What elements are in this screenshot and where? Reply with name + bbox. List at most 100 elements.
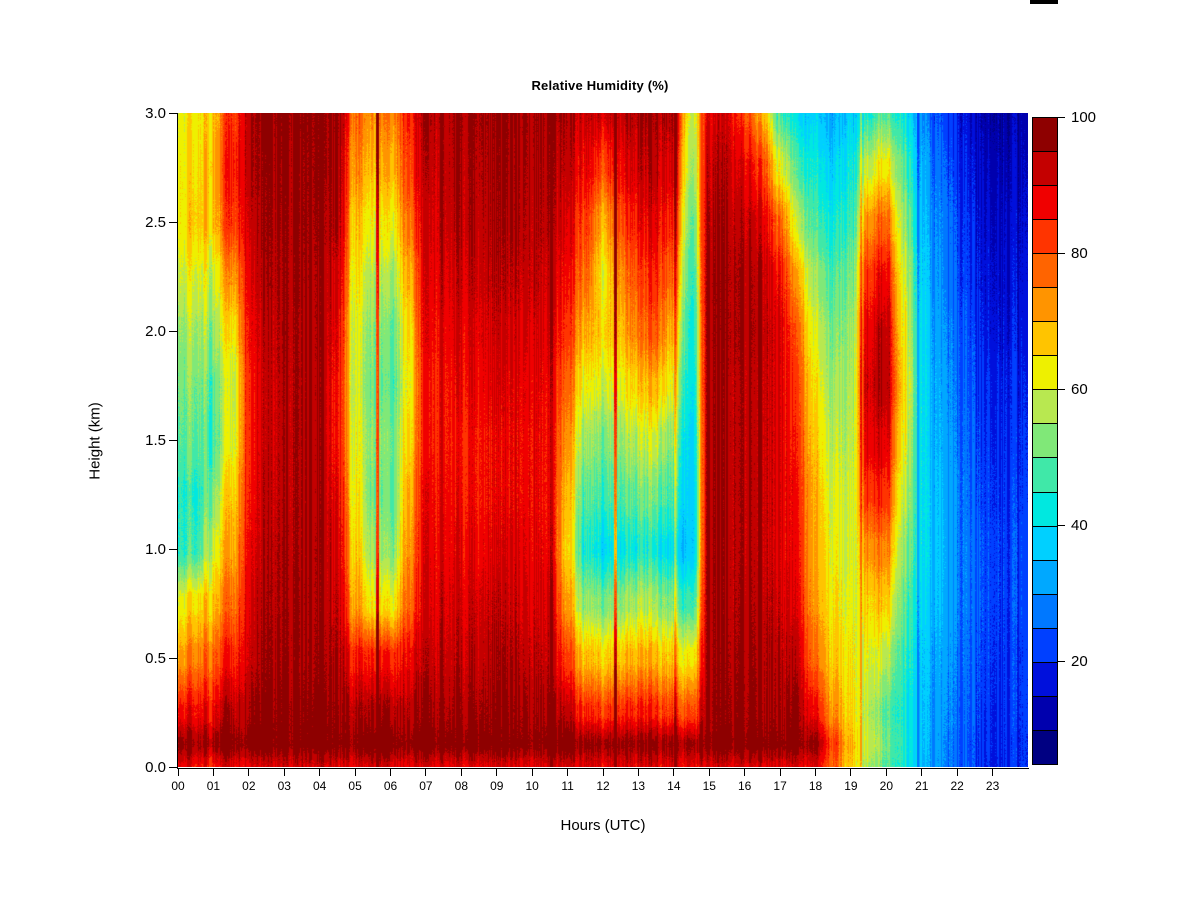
- y-tick-label: 2.0: [145, 323, 166, 340]
- x-tick-mark: [212, 769, 214, 776]
- colorbar-tick-mark: [1058, 388, 1065, 390]
- x-tick-label: 06: [383, 779, 398, 793]
- x-tick-mark: [744, 769, 746, 776]
- colorbar-block: [1033, 491, 1057, 526]
- x-tick-mark: [531, 769, 533, 776]
- x-tick-label: 03: [277, 779, 291, 793]
- x-tick-mark: [708, 769, 710, 776]
- y-tick-mark: [169, 221, 177, 223]
- y-tick-mark: [169, 112, 177, 114]
- x-axis-title: Hours (UTC): [560, 817, 646, 834]
- colorbar-block: [1033, 559, 1057, 594]
- x-tick-label: 04: [312, 779, 327, 793]
- x-tick-mark: [779, 769, 781, 776]
- x-tick-label: 20: [879, 779, 893, 793]
- y-tick-mark: [169, 657, 177, 659]
- colorbar: [1032, 117, 1058, 765]
- colorbar-block: [1033, 423, 1057, 458]
- x-tick-mark: [885, 769, 887, 776]
- y-tick-label: 3.0: [145, 105, 166, 122]
- x-tick-label: 07: [419, 779, 433, 793]
- window-artifact: [1030, 0, 1058, 4]
- x-tick-mark: [567, 769, 569, 776]
- x-tick-mark: [956, 769, 958, 776]
- x-tick-mark: [390, 769, 391, 776]
- x-tick-label: 00: [171, 779, 185, 793]
- x-tick-mark: [602, 769, 604, 776]
- y-tick-mark: [169, 548, 177, 550]
- colorbar-block: [1033, 627, 1057, 662]
- x-tick-label: 05: [348, 779, 362, 793]
- x-tick-label: 08: [454, 779, 468, 793]
- x-tick-label: 09: [490, 779, 504, 793]
- x-tick-mark: [319, 769, 321, 776]
- x-tick-label: 22: [950, 779, 964, 793]
- y-tick-mark: [169, 766, 177, 768]
- x-tick-mark: [283, 769, 285, 776]
- x-tick-label: 12: [596, 779, 610, 793]
- colorbar-tick-mark: [1058, 116, 1065, 118]
- x-tick-label: 21: [915, 779, 929, 793]
- y-axis-title: Height (km): [86, 402, 104, 480]
- colorbar-block: [1033, 321, 1057, 356]
- x-tick-label: 18: [808, 779, 823, 793]
- x-tick-mark: [496, 769, 498, 776]
- colorbar-block: [1033, 287, 1057, 322]
- colorbar-block: [1033, 151, 1057, 186]
- x-tick-mark: [425, 769, 427, 776]
- x-tick-label: 02: [242, 779, 256, 793]
- x-tick-mark: [921, 769, 923, 776]
- x-axis-line: [177, 768, 1029, 769]
- x-tick-label: 15: [702, 779, 716, 793]
- x-tick-mark: [637, 769, 639, 776]
- x-tick-mark: [248, 769, 250, 776]
- colorbar-tick-label: 100: [1071, 109, 1097, 126]
- colorbar-block: [1033, 253, 1057, 288]
- x-tick-mark: [177, 769, 179, 776]
- y-tick-mark: [169, 439, 177, 441]
- x-tick-label: 19: [844, 779, 858, 793]
- y-tick-mark: [169, 330, 177, 332]
- colorbar-tick-mark: [1058, 524, 1065, 526]
- x-tick-label: 11: [561, 779, 574, 793]
- x-tick-mark: [673, 769, 675, 776]
- colorbar-tick-mark: [1058, 660, 1065, 662]
- x-tick-mark: [992, 769, 994, 776]
- colorbar-tick-label: 80: [1071, 245, 1088, 262]
- colorbar-block: [1033, 219, 1057, 254]
- colorbar-block: [1033, 661, 1057, 696]
- colorbar-block: [1033, 525, 1057, 560]
- chart-title: Relative Humidity (%): [0, 78, 1200, 93]
- y-tick-label: 0.0: [145, 759, 166, 776]
- x-tick-label: 01: [206, 779, 221, 793]
- colorbar-tick-mark: [1058, 252, 1065, 254]
- x-tick-label: 23: [985, 779, 1000, 793]
- x-tick-mark: [460, 769, 462, 776]
- colorbar-block: [1033, 457, 1057, 492]
- colorbar-block: [1033, 695, 1057, 730]
- y-tick-label: 2.5: [145, 214, 166, 231]
- x-tick-label: 14: [667, 779, 681, 793]
- x-tick-label: 13: [631, 779, 646, 793]
- colorbar-block: [1033, 729, 1057, 764]
- y-axis-line: [177, 113, 178, 769]
- chart-title-text: Relative Humidity (%): [531, 78, 669, 93]
- colorbar-block: [1033, 185, 1057, 220]
- colorbar-block: [1033, 389, 1057, 424]
- colorbar-tick-label: 40: [1071, 517, 1088, 534]
- y-tick-label: 1.5: [145, 432, 166, 449]
- colorbar-block: [1033, 355, 1057, 390]
- x-tick-label: 10: [525, 779, 539, 793]
- x-tick-mark: [815, 769, 816, 776]
- colorbar-block: [1033, 118, 1057, 152]
- heatmap-canvas: [178, 113, 1028, 767]
- colorbar-block: [1033, 593, 1057, 628]
- y-tick-label: 1.0: [145, 541, 166, 558]
- x-tick-mark: [354, 769, 356, 776]
- x-tick-label: 17: [773, 779, 787, 793]
- colorbar-tick-label: 20: [1071, 653, 1088, 670]
- x-tick-mark: [850, 769, 852, 776]
- x-tick-label: 16: [737, 779, 752, 793]
- colorbar-tick-label: 60: [1071, 381, 1088, 398]
